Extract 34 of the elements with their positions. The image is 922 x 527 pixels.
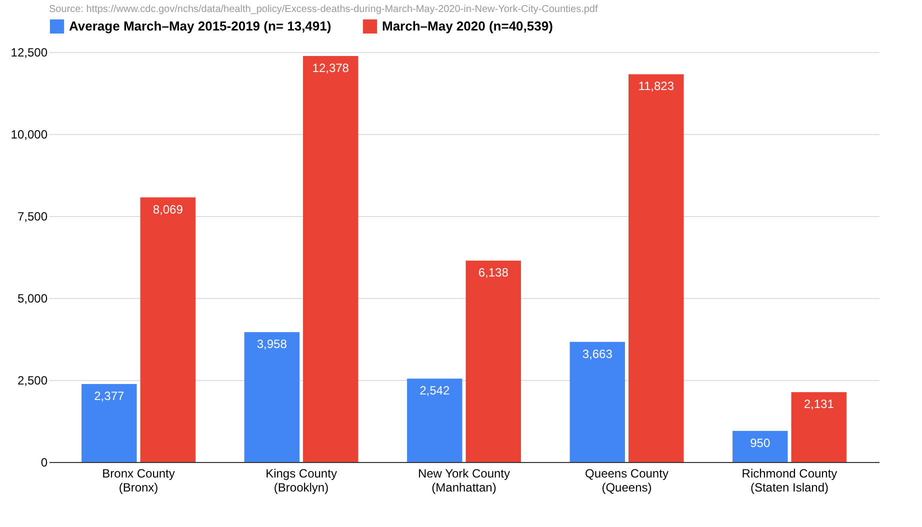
y-tick-label: 0: [40, 456, 48, 470]
bar: [570, 342, 625, 462]
data-label: 8,069: [152, 202, 184, 216]
x-tick-label: Kings County (Brooklyn): [266, 466, 337, 494]
y-tick-label: 2,500: [17, 374, 48, 388]
data-label: 11,823: [638, 79, 674, 94]
x-tick-label: Richmond County (Staten Island): [742, 466, 838, 494]
y-tick-label: 7,500: [17, 210, 48, 224]
data-label: 2,542: [420, 384, 450, 398]
legend-label: Average March–May 2015-2019 (n= 13,491): [69, 18, 332, 34]
bar: [303, 56, 358, 462]
bar: [82, 384, 137, 462]
source-note: Source: https://www.cdc.gov/nchs/data/health_policy/Excess-deaths-during-March-May-2020-in-New-York-City-Counties.pdf: [49, 4, 598, 15]
y-tick-label: 12,500: [10, 46, 48, 60]
data-label: 12,378: [312, 61, 350, 75]
data-label: 950: [750, 436, 770, 450]
bar: [466, 260, 521, 462]
data-label: 2,131: [804, 397, 834, 412]
bar: [140, 197, 196, 462]
data-label: 3,663: [582, 346, 613, 361]
data-label: 3,958: [256, 337, 288, 352]
bar: [244, 332, 300, 462]
bar: [732, 430, 788, 462]
x-tick-label: Queens County (Queens): [585, 466, 668, 494]
legend-label: March–May 2020 (n=40,539): [382, 18, 553, 34]
data-label: 6,138: [478, 266, 509, 280]
bar: [628, 74, 684, 462]
y-tick-label: 5,000: [17, 292, 48, 306]
bar: [791, 392, 846, 462]
x-tick-label: Bronx County (Bronx): [102, 466, 175, 494]
y-tick-label: 10,000: [10, 128, 48, 142]
data-label: 2,377: [94, 389, 124, 404]
x-tick-label: New York County (Manhattan): [418, 466, 510, 494]
bar: [407, 378, 462, 462]
